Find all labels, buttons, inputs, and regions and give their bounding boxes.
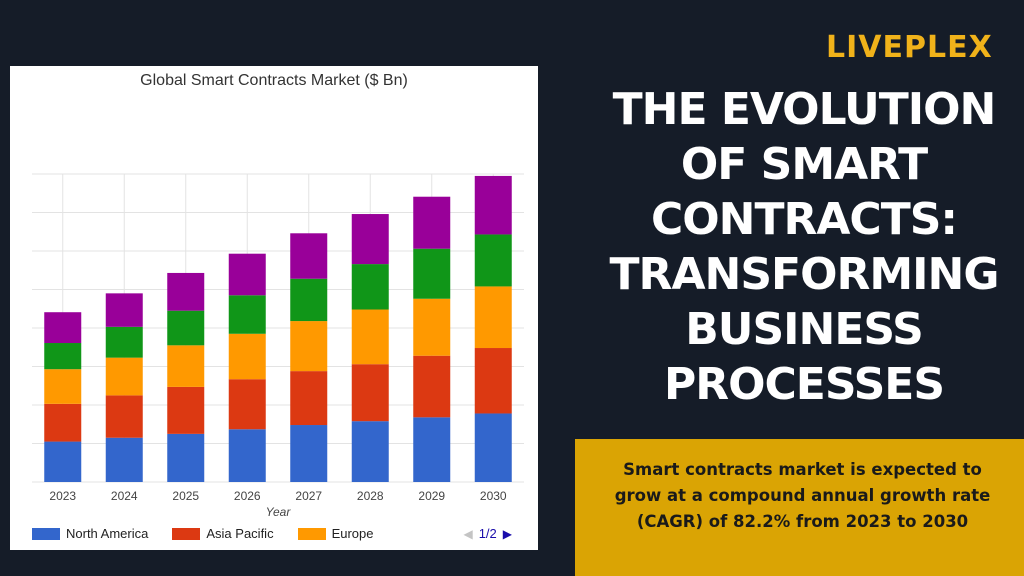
- bar-segment-north-america: [413, 417, 451, 482]
- headline-line: BUSINESS: [685, 304, 924, 355]
- x-tick-label: 2023: [49, 489, 76, 503]
- bar-segment-asia-pacific: [105, 395, 143, 438]
- bar-segment-green-series: [167, 310, 205, 346]
- page-indicator: 1/2: [478, 526, 497, 541]
- bar-segment-green-series: [351, 264, 389, 310]
- bar-segment-purple-series: [44, 312, 82, 344]
- x-axis-title: Year: [266, 505, 292, 519]
- bar-segment-europe: [413, 298, 451, 356]
- legend-label: North America: [66, 526, 149, 541]
- bar-segment-north-america: [228, 429, 266, 482]
- bar-segment-europe: [351, 309, 389, 365]
- legend-label: Asia Pacific: [206, 526, 274, 541]
- legend-item-north-america[interactable]: North America: [32, 526, 148, 541]
- bar-segment-purple-series: [228, 253, 266, 296]
- chart-legend: North America Asia Pacific Europe: [32, 526, 398, 541]
- bar-segment-north-america: [351, 421, 389, 482]
- bar-segment-purple-series: [351, 214, 389, 265]
- chart-title: Global Smart Contracts Market ($ Bn): [140, 72, 408, 89]
- legend-item-europe[interactable]: Europe: [297, 526, 374, 541]
- bar-segment-asia-pacific: [228, 379, 266, 430]
- x-tick-label: 2028: [357, 489, 384, 503]
- bar-segment-purple-series: [413, 196, 451, 249]
- x-tick-label: 2024: [111, 489, 138, 503]
- legend-pager: ◀ 1/2 ▶: [463, 526, 512, 541]
- legend-swatch: [297, 527, 326, 540]
- legend-item-asia-pacific[interactable]: Asia Pacific: [172, 526, 274, 541]
- bar-segment-europe: [167, 345, 205, 387]
- stacked-bar-chart: 2023 2024 2025 2026 2027 2028 2029 2030 Year: [32, 173, 524, 519]
- bar-segment-asia-pacific: [44, 403, 82, 442]
- bar-segment-europe: [228, 333, 266, 380]
- bar-segment-purple-series: [105, 293, 143, 327]
- legend-swatch: [32, 527, 60, 540]
- headline-line: TRANSFORMING: [609, 249, 1000, 300]
- x-tick-label: 2026: [234, 489, 261, 503]
- prev-page-icon[interactable]: ◀: [463, 526, 473, 541]
- bar-segment-green-series: [228, 295, 266, 334]
- headline-line: THE EVOLUTION: [612, 84, 997, 135]
- x-tick-label: 2025: [172, 489, 199, 503]
- bar-segment-asia-pacific: [167, 386, 205, 434]
- bar-segment-asia-pacific: [290, 371, 328, 426]
- bar-segment-north-america: [290, 425, 328, 482]
- bar-segment-asia-pacific: [413, 355, 451, 418]
- bar-segment-green-series: [290, 278, 328, 322]
- bar-segment-green-series: [105, 326, 143, 358]
- headline-line: PROCESSES: [663, 359, 945, 410]
- cagr-info-text: Smart contracts market is expected to gr…: [614, 460, 991, 531]
- liveplex-logo: LIVEPLEX: [826, 30, 993, 65]
- headline-line: CONTRACTS:: [650, 194, 958, 245]
- legend-swatch: [172, 527, 201, 540]
- headline-line: OF SMART: [680, 139, 928, 190]
- headline: THE EVOLUTION OF SMART CONTRACTS: TRANSF…: [584, 82, 1024, 412]
- bar-segment-north-america: [105, 437, 143, 482]
- bar-segment-asia-pacific: [351, 364, 389, 422]
- bar-segment-green-series: [413, 248, 451, 299]
- bar-segment-north-america: [44, 441, 82, 482]
- x-tick-label: 2027: [295, 489, 322, 503]
- bar-segment-purple-series: [167, 272, 205, 311]
- x-tick-label: 2030: [480, 489, 507, 503]
- bar-segment-europe: [290, 321, 328, 372]
- bar-segment-purple-series: [474, 175, 512, 235]
- bar-segment-green-series: [44, 343, 82, 370]
- cagr-info-box: Smart contracts market is expected to gr…: [575, 439, 1024, 576]
- bar-segment-europe: [474, 286, 512, 349]
- bar-segment-north-america: [167, 433, 205, 482]
- bar-segment-green-series: [474, 234, 512, 287]
- legend-label: Europe: [331, 526, 374, 541]
- next-page-icon[interactable]: ▶: [502, 526, 512, 541]
- bar-segment-europe: [44, 369, 82, 404]
- bar-segment-asia-pacific: [474, 348, 512, 414]
- x-tick-label: 2029: [418, 489, 445, 503]
- bar-segment-north-america: [474, 413, 512, 482]
- bar-segment-europe: [105, 357, 143, 396]
- bar-segment-purple-series: [290, 233, 328, 279]
- chart-card: Global Smart Contracts Market ($ Bn) 202…: [10, 66, 538, 550]
